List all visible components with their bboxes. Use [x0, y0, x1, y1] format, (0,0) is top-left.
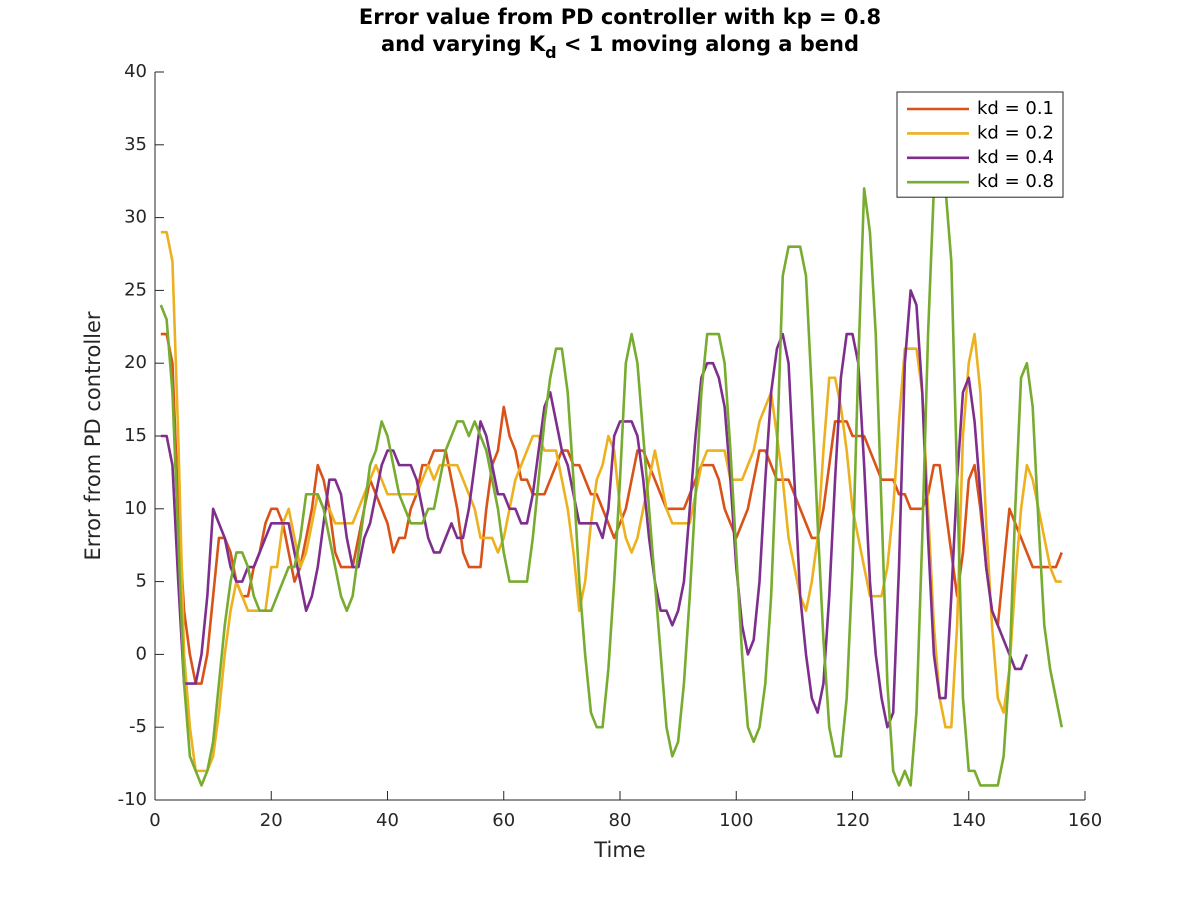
chart-title: and varying Kd < 1 moving along a bend [381, 32, 859, 62]
x-tick-label: 140 [952, 810, 986, 831]
x-tick-label: 20 [260, 810, 283, 831]
x-tick-label: 80 [609, 810, 632, 831]
chart-title: Error value from PD controller with kp =… [359, 5, 881, 29]
x-axis-label: Time [593, 838, 645, 862]
plot-area: 0 20 40 60 80 100 120 140 160 -10 -5 0 5 10 15 20 25 30 35… [118, 61, 1103, 831]
line-series [160, 230, 1062, 773]
y-tick-label: 5 [136, 571, 147, 592]
legend-label: kd = 0.2 [977, 122, 1054, 143]
y-tick-label: -10 [118, 789, 147, 810]
title-part: and varying K [381, 32, 546, 56]
title-subscript: d [545, 43, 556, 62]
legend-label: kd = 0.4 [977, 147, 1054, 168]
legend-label: kd = 0.8 [977, 171, 1054, 192]
title-part: < 1 moving along a bend [557, 32, 859, 56]
x-tick-label: 160 [1068, 810, 1102, 831]
y-tick-label: 40 [124, 61, 147, 82]
legend-label: kd = 0.1 [977, 98, 1054, 119]
line-series [159, 172, 1064, 787]
x-tick-label: 40 [376, 810, 399, 831]
x-tick-label: 0 [149, 810, 160, 831]
y-tick-label: 35 [124, 134, 147, 155]
line-series [160, 289, 1029, 729]
x-tick-label: 100 [719, 810, 753, 831]
y-tick-label: 30 [124, 207, 147, 228]
y-tick-label: -5 [129, 716, 147, 737]
y-tick-label: 20 [124, 352, 147, 373]
y-tick-label: 10 [124, 498, 147, 519]
y-tick-label: 15 [124, 425, 147, 446]
y-tick-label: 0 [136, 643, 147, 664]
x-tick-label: 60 [492, 810, 515, 831]
x-tick-label: 120 [835, 810, 869, 831]
line-series [160, 332, 1063, 685]
legend: kd = 0.1 kd = 0.2 kd = 0.4 kd = 0.8 [896, 91, 1064, 198]
y-axis-label: Error from PD controller [81, 311, 105, 560]
y-tick-label: 25 [124, 279, 147, 300]
